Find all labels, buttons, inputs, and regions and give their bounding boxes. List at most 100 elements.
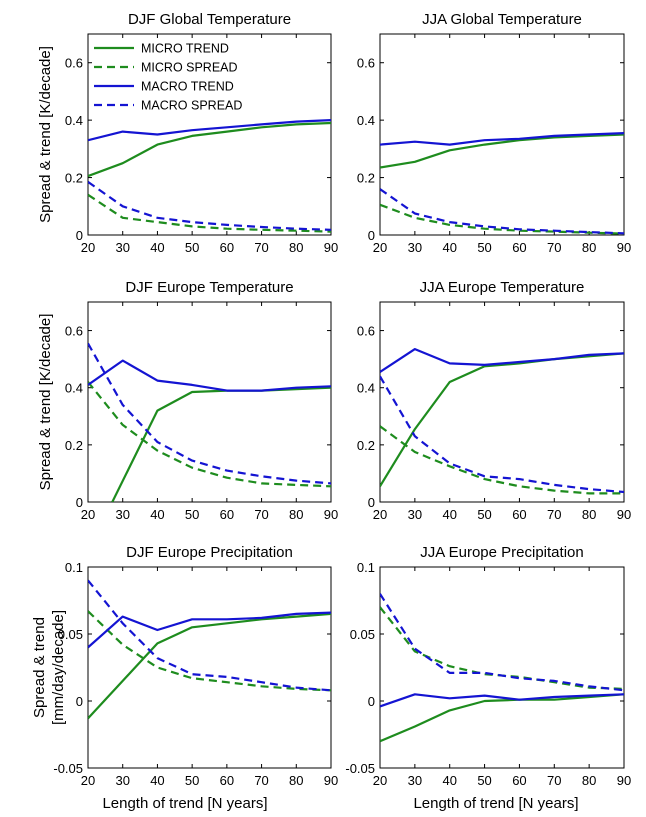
- series-line-micro-trend: [88, 121, 331, 178]
- plot-frame: [87, 566, 332, 769]
- x-tick-label: 90: [324, 773, 338, 788]
- plot-frame: [87, 301, 332, 503]
- series-line-micro-spread: [88, 193, 331, 233]
- x-tick-label: 90: [617, 507, 631, 522]
- series-line-micro-spread: [88, 610, 331, 692]
- series-group: [88, 119, 331, 233]
- x-tick-label: 20: [373, 773, 387, 788]
- legend-label: MACRO TREND: [141, 80, 234, 94]
- x-tick-label: 90: [324, 507, 338, 522]
- panel-5: DJF Europe Precipitation 20 30 40 50 60 70 80 90…: [31, 544, 338, 788]
- x-tick-label: 30: [115, 240, 129, 255]
- x-axis-label-left: Length of trend [N years]: [102, 795, 267, 812]
- chart-title: JJA Europe Temperature: [420, 279, 585, 296]
- y-tick-label: 0.05: [350, 627, 375, 642]
- x-tick-label: 30: [408, 240, 422, 255]
- y-axis-label: [mm/day/decade]: [50, 610, 67, 725]
- y-tick-label: 0.1: [65, 560, 83, 575]
- x-tick-label: 70: [547, 773, 561, 788]
- x-tick-label: 90: [617, 773, 631, 788]
- series-group: [380, 593, 624, 743]
- series-group: [88, 342, 331, 502]
- y-tick-label: 0.6: [65, 324, 83, 339]
- panel-2: JJA Global Temperature 20 30 40 50 60 70 80 90 0 0…: [357, 11, 631, 255]
- x-tick-label: 20: [81, 507, 95, 522]
- x-tick-label: 80: [289, 240, 303, 255]
- series-line-micro-spread: [380, 425, 624, 495]
- x-tick-label: 40: [442, 507, 456, 522]
- x-tick-label: 20: [81, 773, 95, 788]
- x-tick-label: 90: [324, 240, 338, 255]
- series-group: [88, 579, 331, 720]
- panel-6: JJA Europe Precipitation 20 30 40 50 60 70 80 90…: [345, 544, 631, 788]
- chart-title: JJA Europe Precipitation: [420, 544, 583, 561]
- plot-frame: [379, 566, 625, 769]
- y-axis-label: Spread & trend: [31, 617, 48, 718]
- x-tick-label: 30: [408, 507, 422, 522]
- series-line-micro-spread: [88, 381, 331, 488]
- chart-title: DJF Europe Temperature: [125, 279, 293, 296]
- chart-title: JJA Global Temperature: [422, 11, 582, 28]
- y-tick-label: 0: [76, 228, 83, 243]
- panels: DJF Global Temperature 20 30 40 50 60 70 80 90 0 0…: [31, 11, 631, 788]
- x-tick-label: 40: [150, 240, 164, 255]
- x-tick-label: 50: [477, 773, 491, 788]
- series-line-micro-spread: [380, 203, 624, 235]
- y-tick-label: -0.05: [345, 761, 375, 776]
- y-tick-label: 0.2: [65, 438, 83, 453]
- y-tick-label: -0.05: [53, 761, 83, 776]
- y-tick-label: 0.2: [357, 438, 375, 453]
- legend-label: MICRO SPREAD: [141, 61, 238, 75]
- y-tick-label: 0.6: [65, 56, 83, 71]
- x-tick-label: 20: [373, 240, 387, 255]
- series-line-macro-trend: [380, 348, 624, 373]
- x-tick-label: 80: [582, 240, 596, 255]
- x-tick-label: 40: [150, 773, 164, 788]
- series-line-macro-trend: [380, 693, 624, 708]
- x-tick-label: 70: [254, 240, 268, 255]
- x-tick-label: 90: [617, 240, 631, 255]
- y-tick-label: 0.4: [357, 381, 375, 396]
- x-tick-label: 60: [512, 507, 526, 522]
- chart-title: DJF Europe Precipitation: [126, 544, 293, 561]
- y-tick-label: 0.1: [357, 560, 375, 575]
- series-line-macro-spread: [380, 375, 624, 494]
- series-line-micro-trend: [380, 133, 624, 169]
- y-tick-label: 0.05: [58, 627, 83, 642]
- x-tick-label: 80: [289, 507, 303, 522]
- x-tick-label: 60: [220, 240, 234, 255]
- series-line-macro-trend: [88, 359, 331, 392]
- chart-title: DJF Global Temperature: [128, 11, 291, 28]
- series-line-macro-spread: [380, 188, 624, 235]
- x-tick-label: 50: [477, 240, 491, 255]
- y-tick-label: 0.2: [357, 171, 375, 186]
- x-tick-label: 80: [582, 507, 596, 522]
- plot-frame: [379, 301, 625, 503]
- x-tick-label: 30: [408, 773, 422, 788]
- y-tick-label: 0.4: [65, 113, 83, 128]
- x-tick-label: 60: [220, 507, 234, 522]
- x-tick-label: 70: [254, 773, 268, 788]
- x-tick-label: 60: [512, 240, 526, 255]
- x-tick-label: 60: [512, 773, 526, 788]
- x-tick-label: 40: [150, 507, 164, 522]
- series-line-macro-spread: [88, 181, 331, 231]
- legend: MICRO TREND MICRO SPREAD MACRO TREND MACRO …: [94, 42, 242, 113]
- series-group: [380, 132, 624, 235]
- series-group: [380, 348, 624, 495]
- x-tick-label: 50: [185, 240, 199, 255]
- y-tick-label: 0: [76, 495, 83, 510]
- plot-frame: [87, 33, 332, 236]
- x-tick-label: 80: [289, 773, 303, 788]
- y-tick-label: 0: [76, 694, 83, 709]
- series-line-macro-spread: [88, 579, 331, 692]
- series-line-macro-trend: [380, 132, 624, 146]
- panel-3: DJF Europe Temperature 20 30 40 50 60 70 80 90 0 0…: [37, 279, 338, 522]
- x-tick-label: 20: [81, 240, 95, 255]
- legend-label: MACRO SPREAD: [141, 99, 242, 113]
- x-tick-label: 70: [547, 507, 561, 522]
- x-axis-label-right: Length of trend [N years]: [413, 795, 578, 812]
- series-line-macro-trend: [88, 119, 331, 142]
- y-tick-label: 0.6: [357, 56, 375, 71]
